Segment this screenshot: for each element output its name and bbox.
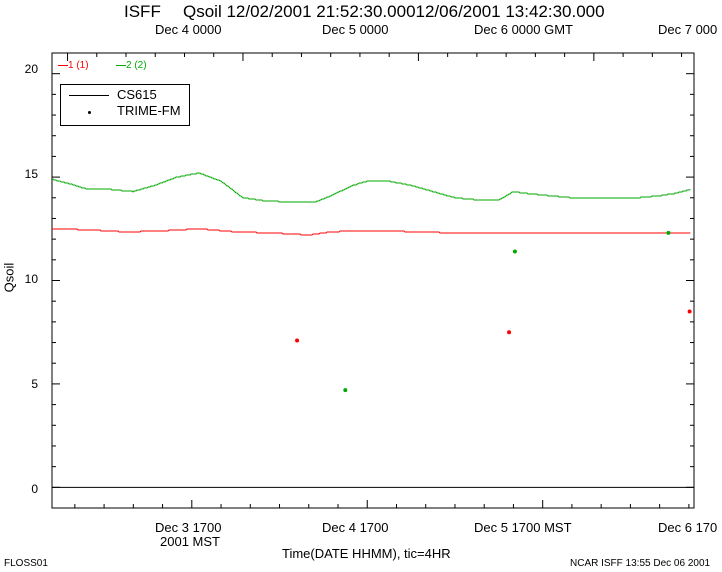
bottom-tick-label: Dec 4 1700	[322, 520, 389, 535]
series-1-label-text: 1 (1)	[68, 60, 89, 71]
bottom-tick-label: Dec 3 1700	[155, 520, 222, 535]
y-tick-label-20: 20	[24, 62, 38, 76]
bottom-tick-label: Dec 5 1700 MST	[474, 520, 572, 535]
top-tick-label: Dec 4 0000	[155, 22, 222, 37]
legend: CS615 TRIME-FM	[60, 84, 190, 126]
series-1-swatch	[58, 64, 68, 66]
top-tick-label: Dec 7 000	[658, 22, 718, 37]
bottom-year-label: 2001 MST	[160, 534, 220, 549]
y-axis-label: Qsoil	[1, 262, 17, 293]
chart-title: Qsoil 12/02/2001 21:52:30.00012/06/2001 …	[183, 2, 605, 21]
series-2-label-text: 2 (2)	[126, 60, 147, 71]
trime-point-2	[666, 230, 671, 235]
series-2-swatch	[116, 64, 126, 66]
footer-station: FLOSS01	[4, 558, 48, 569]
y-tick-label-15: 15	[24, 167, 38, 181]
x-axis-label: Time(DATE HHMM), tic=4HR	[282, 546, 451, 561]
legend-line-label: CS615	[117, 87, 157, 102]
trime-point-1	[295, 338, 300, 343]
trime-point-2	[343, 388, 348, 393]
series-line-2	[52, 172, 691, 203]
y-tick-label-0: 0	[31, 482, 38, 496]
y-tick-label-10: 10	[24, 272, 38, 286]
header-isff: ISFF	[124, 2, 161, 21]
y-tick-label-5: 5	[31, 377, 38, 391]
legend-line-swatch	[69, 95, 109, 96]
legend-dot-label: TRIME-FM	[117, 103, 181, 118]
series-2-label: 2 (2)	[116, 60, 147, 71]
trime-point-1	[507, 330, 512, 335]
top-tick-label: Dec 6 0000 GMT	[474, 22, 573, 37]
series-line-1	[52, 228, 691, 236]
footer-credit: NCAR ISFF 13:55 Dec 06 2001	[570, 558, 711, 569]
top-tick-label: Dec 5 0000	[322, 22, 389, 37]
series-1-label: 1 (1)	[58, 60, 89, 71]
bottom-tick-label: Dec 6 170	[658, 520, 718, 535]
trime-point-1	[687, 309, 692, 314]
trime-point-2	[512, 249, 517, 254]
legend-dot-swatch	[88, 111, 91, 114]
